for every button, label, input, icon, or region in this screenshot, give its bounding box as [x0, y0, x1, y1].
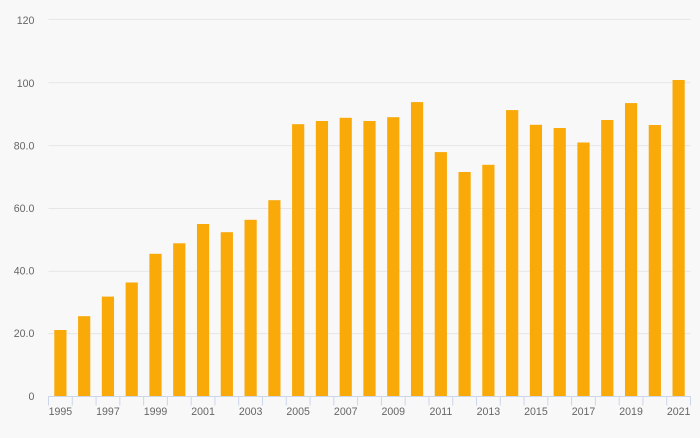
svg-text:80.0: 80.0 — [14, 140, 35, 152]
svg-text:1997: 1997 — [96, 406, 120, 418]
svg-text:0: 0 — [28, 391, 34, 403]
svg-text:20.0: 20.0 — [14, 328, 35, 340]
svg-text:2019: 2019 — [619, 406, 643, 418]
svg-text:2017: 2017 — [572, 406, 596, 418]
svg-text:1995: 1995 — [49, 406, 73, 418]
svg-text:120: 120 — [17, 15, 35, 27]
svg-text:2015: 2015 — [524, 406, 548, 418]
svg-text:2007: 2007 — [334, 406, 358, 418]
svg-text:2005: 2005 — [286, 406, 310, 418]
svg-text:2009: 2009 — [381, 406, 405, 418]
svg-text:2021: 2021 — [667, 406, 691, 418]
svg-text:2013: 2013 — [477, 406, 501, 418]
svg-text:60.0: 60.0 — [14, 203, 35, 215]
svg-text:2003: 2003 — [239, 406, 263, 418]
svg-text:2011: 2011 — [429, 406, 452, 418]
svg-text:2001: 2001 — [191, 406, 215, 418]
svg-text:100: 100 — [17, 78, 35, 90]
svg-text:40.0: 40.0 — [14, 266, 35, 278]
svg-text:1999: 1999 — [144, 406, 168, 418]
